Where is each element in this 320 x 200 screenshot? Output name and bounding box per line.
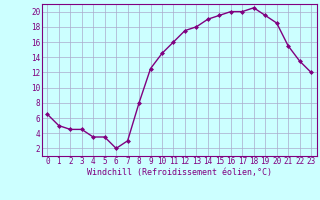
X-axis label: Windchill (Refroidissement éolien,°C): Windchill (Refroidissement éolien,°C) <box>87 168 272 177</box>
